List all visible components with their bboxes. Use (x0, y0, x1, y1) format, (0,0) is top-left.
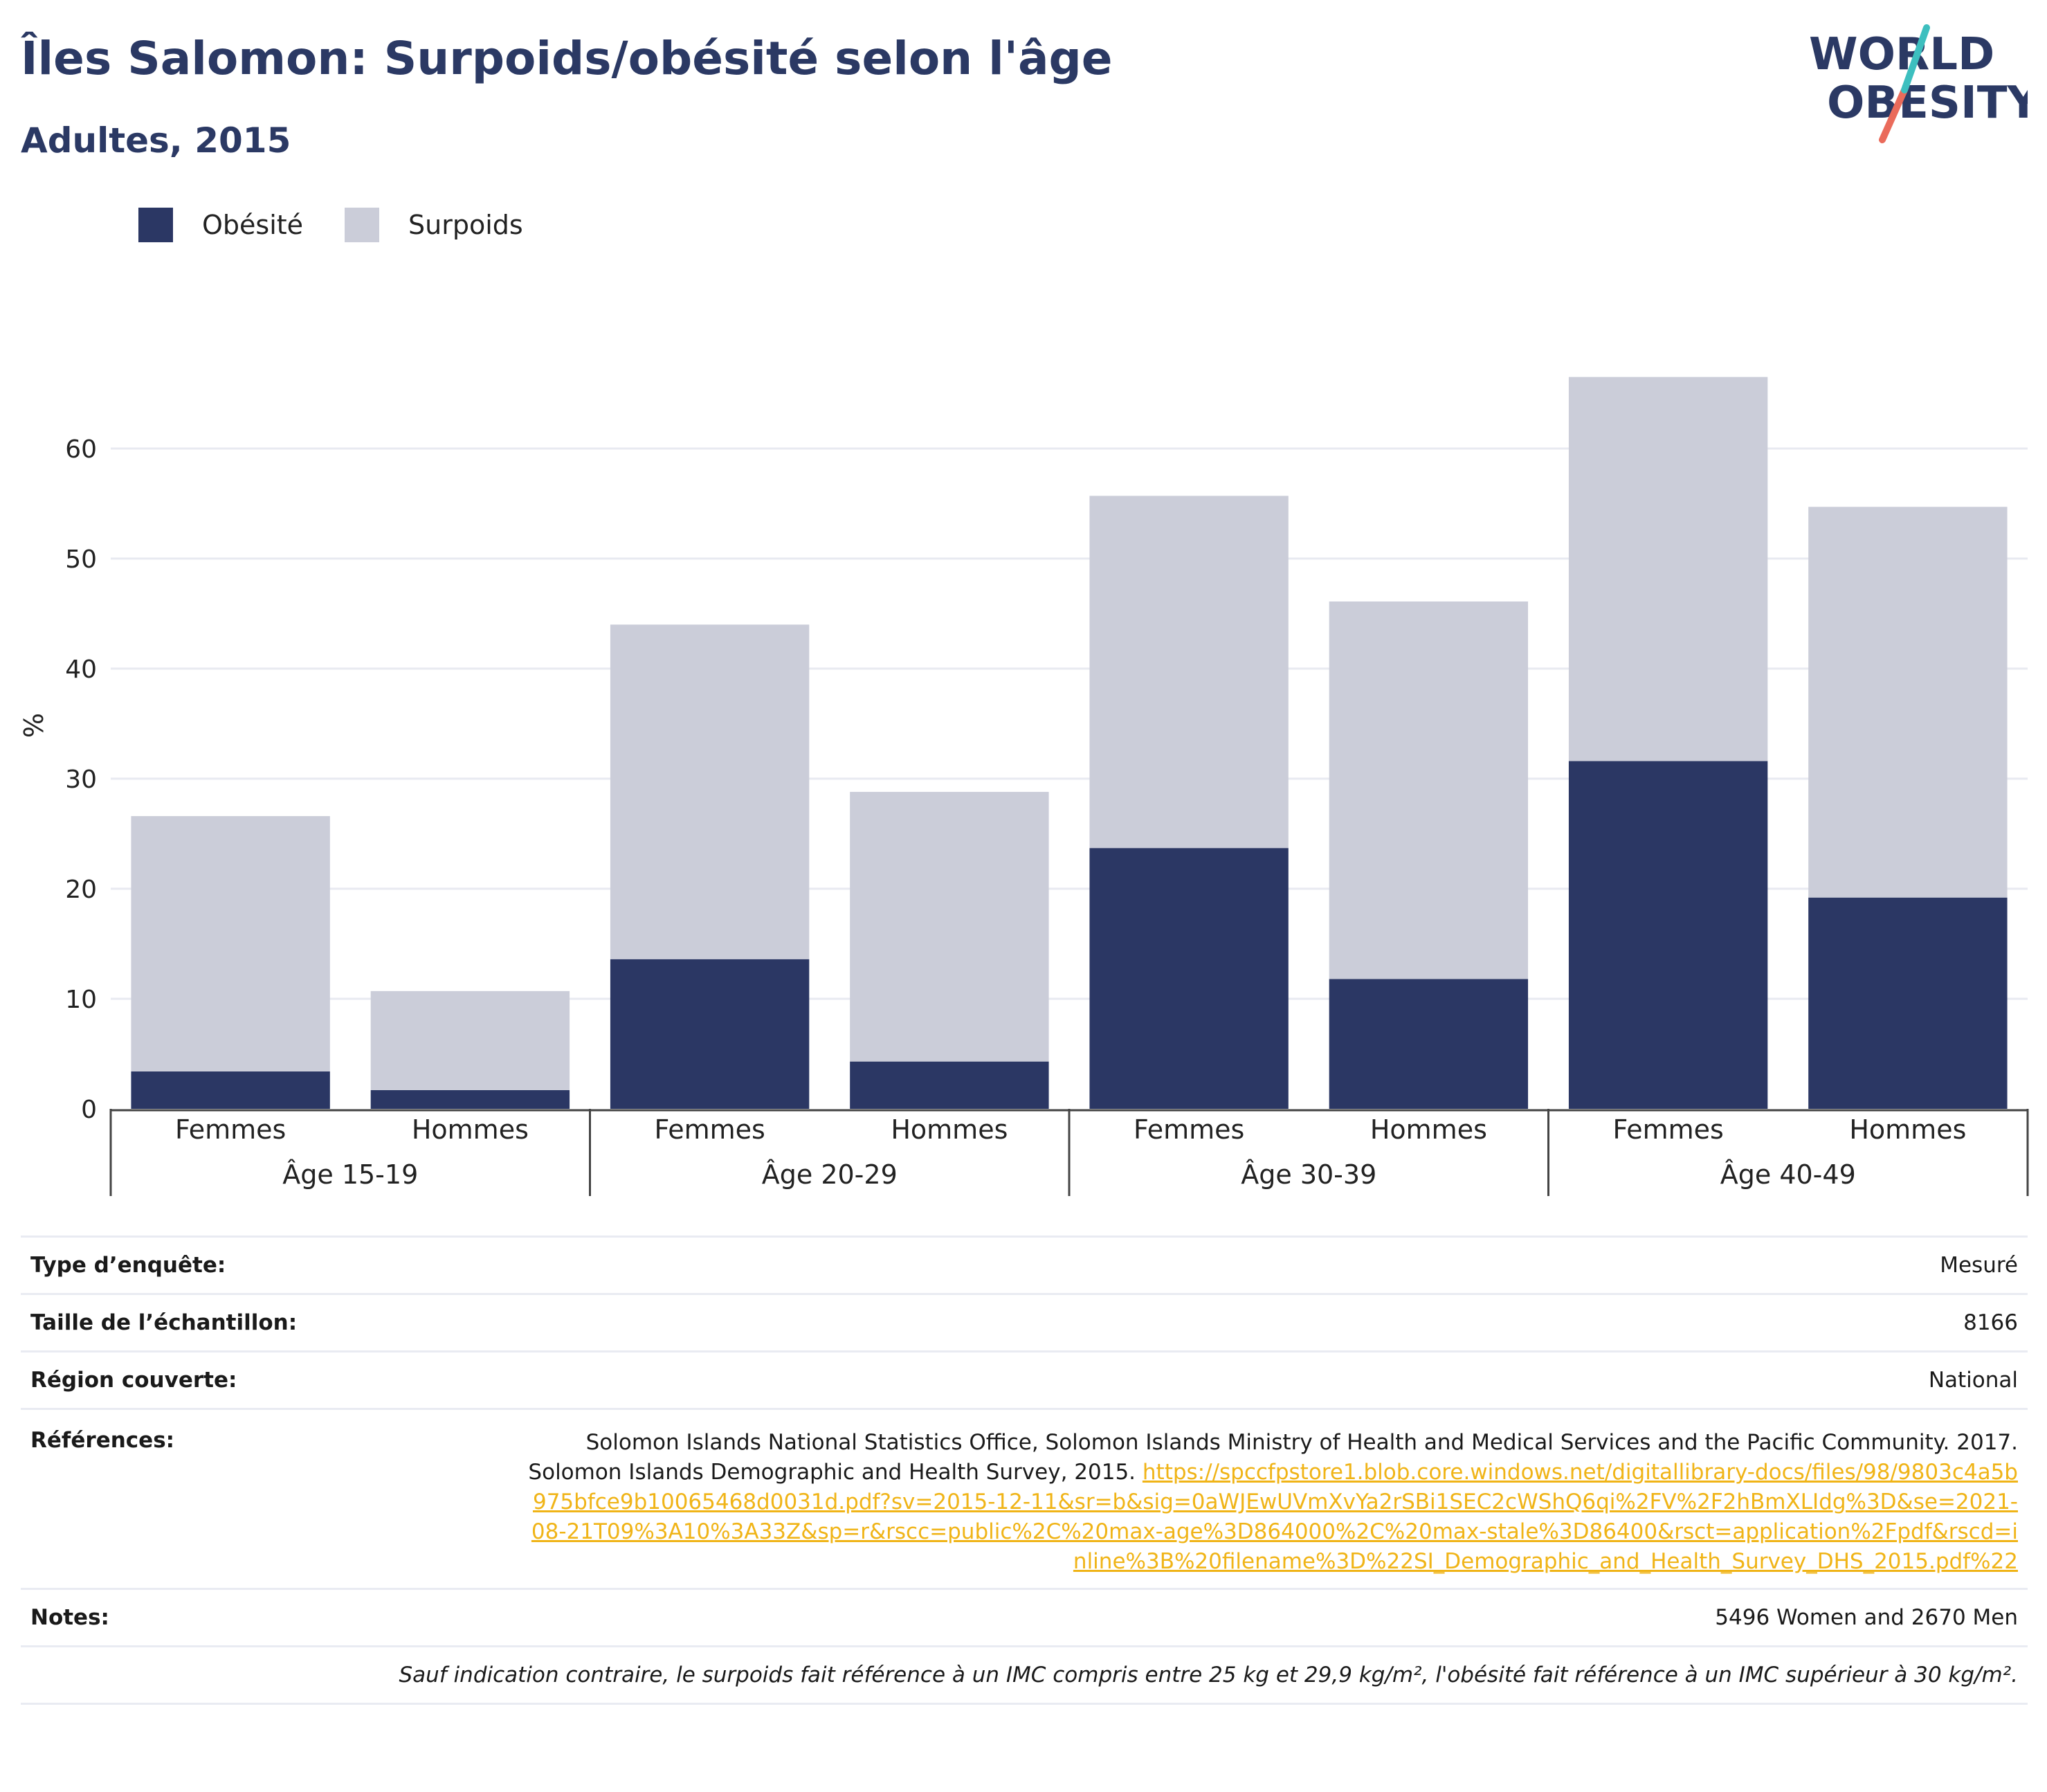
legend-label-obesity: Obésité (202, 210, 304, 240)
y-tick-label: 0 (81, 1096, 97, 1124)
bar-obesity (370, 1089, 570, 1109)
bar-overweight (131, 816, 330, 1071)
group-label: Âge 30-39 (1241, 1159, 1376, 1190)
info-row-references: Références: Solomon Islands National Sta… (21, 1410, 2028, 1590)
notes-label: Notes: (30, 1605, 109, 1630)
bar-overweight (850, 792, 1049, 1062)
bar-overweight (370, 990, 570, 1090)
world-obesity-logo: WORLD OBESITY (1809, 24, 2028, 143)
group-label: Âge 15-19 (282, 1159, 418, 1190)
x-tick-label: Femmes (1134, 1114, 1244, 1145)
y-tick-label: 50 (65, 545, 97, 574)
sample-size-value: 8166 (1963, 1310, 2018, 1335)
x-tick-label: Femmes (654, 1114, 765, 1145)
x-tick-label: Femmes (1612, 1114, 1723, 1145)
x-tick-label: Hommes (412, 1114, 529, 1145)
y-tick-label: 40 (65, 655, 97, 684)
y-tick-label: 10 (65, 986, 97, 1014)
info-row-notes: Notes: 5496 Women and 2670 Men (21, 1590, 2028, 1647)
survey-type-label: Type d’enquête: (30, 1253, 226, 1278)
logo-word-obesity: OBESITY (1827, 78, 2028, 129)
sample-size-label: Taille de l’échantillon: (30, 1310, 298, 1335)
bar-overweight (1089, 496, 1289, 849)
chart-subtitle: Adultes, 2015 (21, 120, 291, 161)
bar-obesity (1329, 979, 1529, 1109)
bar-obesity (850, 1061, 1049, 1109)
info-row-region: Région couverte: National (21, 1352, 2028, 1410)
bar-overweight (1329, 601, 1529, 979)
bar-overweight (610, 624, 810, 959)
y-tick-label: 30 (65, 766, 97, 794)
y-axis-label: % (19, 713, 49, 738)
legend-swatch-obesity (138, 208, 173, 242)
info-row-survey-type: Type d’enquête: Mesuré (21, 1236, 2028, 1295)
x-tick-label: Hommes (1370, 1114, 1487, 1145)
bar-obesity (610, 959, 810, 1109)
references-value: Solomon Islands National Statistics Offi… (523, 1428, 2018, 1577)
chart-legend: Obésité Surpoids (138, 206, 565, 244)
stacked-bar-chart: 0 10 20 30 40 50 60% Femmes Hommes Femmes Hommes Fe… (19, 377, 2029, 1196)
legend-item-obesity[interactable]: Obésité (138, 208, 303, 242)
legend-label-overweight: Surpoids (408, 210, 523, 240)
notes-value: 5496 Women and 2670 Men (1715, 1605, 2018, 1630)
info-row-sample-size: Taille de l’échantillon: 8166 (21, 1295, 2028, 1352)
footnote-text: Sauf indication contraire, le surpoids f… (399, 1663, 2018, 1687)
region-value: National (1928, 1368, 2018, 1393)
group-label: Âge 20-29 (762, 1159, 898, 1190)
group-label: Âge 40-49 (1720, 1159, 1856, 1190)
logo-word-world: WORLD (1809, 29, 1994, 80)
survey-info-table: Type d’enquête: Mesuré Taille de l’échan… (21, 1236, 2028, 1705)
x-tick-label: Femmes (175, 1114, 286, 1145)
bar-overweight (1808, 507, 2008, 898)
chart-title: Îles Salomon: Surpoids/obésité selon l'â… (21, 32, 1113, 85)
survey-type-value: Mesuré (1940, 1253, 2018, 1278)
bar-obesity (1089, 848, 1289, 1109)
y-tick-label: 20 (65, 876, 97, 904)
y-tick-label: 60 (65, 435, 97, 464)
references-label: Références: (30, 1428, 175, 1453)
bar-obesity (1568, 761, 1768, 1109)
region-label: Région couverte: (30, 1368, 237, 1393)
bar-overweight (1568, 377, 1768, 761)
bar-obesity (131, 1071, 330, 1109)
legend-item-overweight[interactable]: Surpoids (345, 208, 523, 242)
info-row-footnote: Sauf indication contraire, le surpoids f… (21, 1647, 2028, 1705)
legend-swatch-overweight (345, 208, 380, 242)
bar-obesity (1808, 897, 2008, 1109)
references-text: Solomon Islands National Statistics Offi… (528, 1430, 2018, 1485)
references-link[interactable]: https://spccfpstore1.blob.core.windows.n… (531, 1460, 2018, 1574)
x-tick-label: Hommes (891, 1114, 1008, 1145)
x-tick-label: Hommes (1849, 1114, 1966, 1145)
